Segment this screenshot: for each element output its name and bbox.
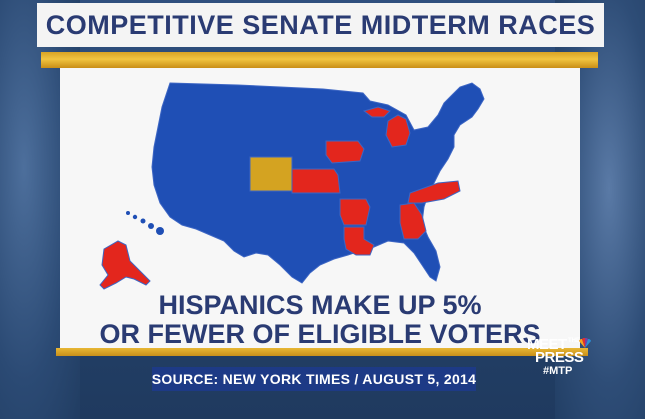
caption-line-2: OR FEWER OF ELIGIBLE VOTERS <box>99 319 541 349</box>
gold-divider-bottom <box>56 348 588 356</box>
state-louisiana <box>343 226 375 256</box>
state-colorado <box>249 156 293 192</box>
meet-the-press-logo: MEET THE PRESS #MTP <box>527 336 607 382</box>
gold-divider-top <box>41 52 598 68</box>
logo-the: THE <box>568 338 580 344</box>
state-michigan <box>362 106 411 148</box>
state-georgia <box>399 202 427 240</box>
logo-meet: MEET <box>527 336 567 353</box>
source-text: SOURCE: NEW YORK TIMES / AUGUST 5, 2014 <box>151 371 477 387</box>
page-title: COMPETITIVE SENATE MIDTERM RACES <box>45 9 596 40</box>
logo-hashtag: #MTP <box>543 365 573 377</box>
state-arkansas <box>339 198 371 226</box>
state-kansas <box>291 168 341 194</box>
us-map <box>99 82 485 290</box>
state-iowa <box>325 140 365 164</box>
state-hawaii <box>126 211 164 235</box>
source-banner: SOURCE: NEW YORK TIMES / AUGUST 5, 2014 <box>152 367 476 391</box>
state-alaska <box>99 240 151 290</box>
nbc-peacock-icon <box>579 338 591 348</box>
state-north-carolina <box>407 180 461 204</box>
caption-line-1: HISPANICS MAKE UP 5% <box>158 290 482 320</box>
logo-press: PRESS <box>535 349 584 366</box>
caption: HISPANICS MAKE UP 5% OR FEWER OF ELIGIBL… <box>60 291 580 349</box>
title-banner: COMPETITIVE SENATE MIDTERM RACES <box>37 3 604 47</box>
